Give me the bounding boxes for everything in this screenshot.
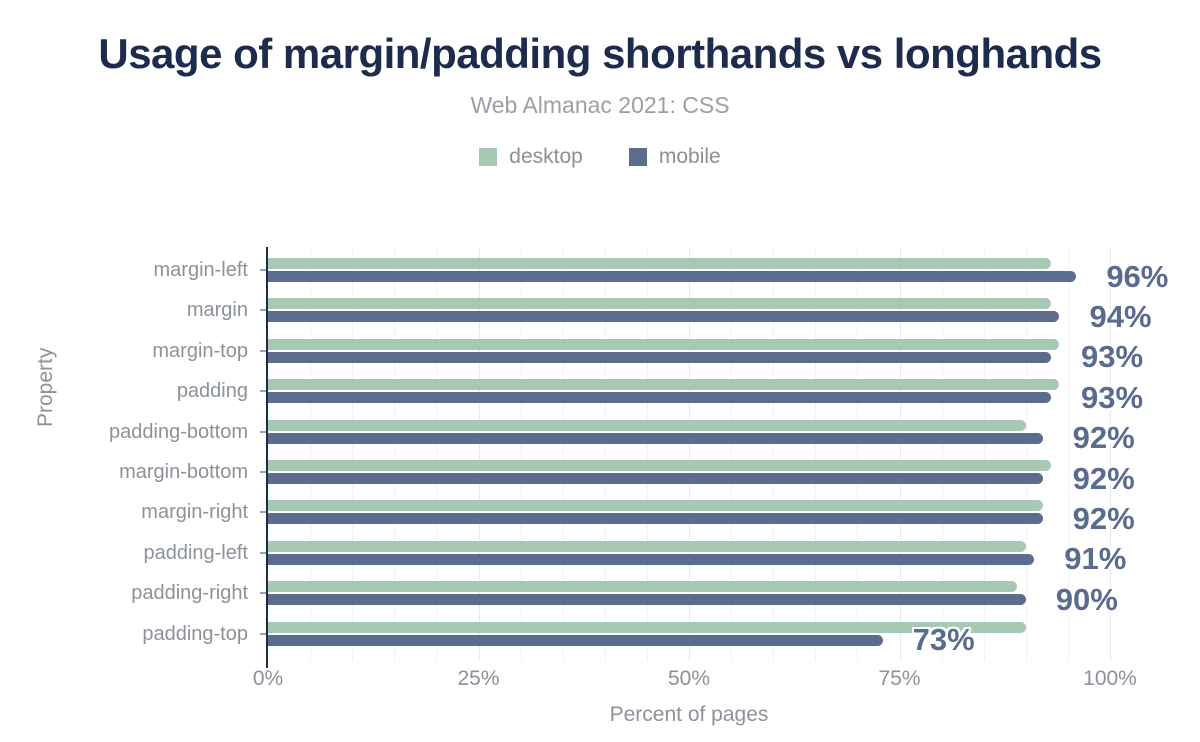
bar-desktop-padding-bottom [268, 419, 1026, 431]
bar-desktop-margin-right [268, 500, 1043, 512]
legend: desktop mobile [0, 143, 1200, 171]
bar-mobile-margin-left [268, 271, 1077, 282]
bar-desktop-margin [268, 298, 1052, 310]
legend-swatch-desktop [479, 148, 498, 166]
gridline-25 [478, 247, 480, 661]
bar-desktop-padding-left [268, 540, 1026, 552]
bar-value-label-padding-left: 91% [1064, 541, 1127, 577]
gridline-65 [815, 247, 817, 661]
y-tick-margin [260, 309, 266, 312]
y-tick-padding-left [260, 551, 266, 554]
bar-mobile-margin-top [268, 351, 1052, 363]
gridline-75 [899, 247, 901, 661]
bar-desktop-margin-left [268, 258, 1052, 269]
bar-desktop-padding-right [268, 581, 1018, 593]
legend-item-desktop: desktop [479, 145, 583, 169]
legend-label-mobile: mobile [658, 145, 721, 168]
x-tick-label-100: 100% [1083, 667, 1137, 690]
bar-value-label-margin-top: 93% [1081, 339, 1144, 375]
bar-mobile-margin [268, 311, 1060, 323]
gridline-80 [941, 247, 943, 661]
x-axis-title: Percent of pages [609, 703, 769, 726]
bar-mobile-padding-left [268, 553, 1035, 565]
gridline-5 [310, 247, 312, 661]
bar-value-label-padding: 93% [1081, 379, 1144, 415]
bar-value-label-padding-right: 90% [1055, 581, 1118, 617]
gridline-55 [731, 247, 733, 661]
gridline-30 [520, 247, 522, 661]
chart-title: Usage of margin/padding shorthands vs lo… [98, 30, 1102, 77]
category-label-margin-left: margin-left [153, 259, 248, 281]
category-label-padding-left: padding-left [143, 541, 248, 564]
bar-mobile-padding-right [268, 594, 1026, 606]
legend-item-mobile: mobile [628, 145, 721, 169]
legend-label-desktop: desktop [509, 145, 583, 168]
gridline-20 [436, 247, 438, 661]
bar-mobile-padding-bottom [268, 432, 1043, 444]
category-label-padding-right: padding-right [131, 582, 248, 605]
bar-value-label-margin-bottom: 92% [1072, 460, 1135, 496]
gridline-15 [394, 247, 396, 661]
x-tick-label-75: 75% [878, 667, 921, 690]
category-label-padding-top: padding-top [142, 622, 248, 645]
bar-mobile-margin-right [268, 513, 1043, 525]
gridline-95 [1067, 247, 1069, 661]
y-axis-line [266, 247, 268, 668]
bar-value-label-margin-right: 92% [1072, 500, 1135, 536]
gridline-60 [773, 247, 775, 661]
gridline-70 [857, 247, 859, 661]
gridline-90 [1025, 247, 1027, 661]
gridline-45 [646, 247, 648, 661]
y-tick-padding-bottom [260, 430, 266, 433]
gridline-40 [604, 247, 606, 661]
y-tick-margin-bottom [260, 471, 266, 473]
plot-area: 96% 94% 93% 93% 92% 92% 92% 91% 90% 73% [266, 247, 1168, 668]
bar-desktop-padding [268, 379, 1060, 391]
legend-swatch-mobile [628, 148, 647, 166]
bar-value-label-padding-bottom: 92% [1072, 420, 1135, 456]
gridline-35 [562, 247, 564, 661]
x-tick-label-0: 0% [252, 667, 284, 690]
bar-mobile-margin-bottom [268, 473, 1043, 484]
x-tick-label-25: 25% [457, 667, 500, 690]
bar-mobile-padding [268, 392, 1052, 404]
category-label-margin-bottom: margin-bottom [119, 461, 248, 483]
gridline-85 [983, 247, 985, 661]
y-tick-padding [260, 390, 266, 393]
y-tick-margin-left [260, 269, 266, 271]
category-label-padding: padding [176, 380, 248, 403]
y-tick-margin-top [260, 349, 266, 352]
category-label-margin: margin [186, 299, 248, 322]
x-tick-label-50: 50% [667, 667, 711, 690]
bar-desktop-margin-bottom [268, 460, 1052, 471]
bar-value-label-padding-top: 73% [912, 622, 975, 658]
gridline-10 [352, 247, 354, 661]
y-tick-padding-right [260, 592, 266, 595]
bar-desktop-padding-top [268, 621, 1026, 633]
y-tick-padding-top [260, 632, 266, 635]
y-tick-margin-right [260, 511, 266, 514]
bar-mobile-padding-top [268, 634, 883, 646]
category-label-margin-top: margin-top [152, 339, 248, 362]
bar-value-label-margin-left: 96% [1106, 258, 1169, 294]
category-label-margin-right: margin-right [141, 501, 248, 524]
gridline-50 [689, 247, 690, 661]
chart-subtitle: Web Almanac 2021: CSS [470, 92, 730, 118]
bar-desktop-margin-top [268, 338, 1060, 350]
bar-value-label-margin: 94% [1089, 298, 1152, 334]
category-label-padding-bottom: padding-bottom [109, 420, 248, 443]
gridline-100 [1110, 247, 1111, 661]
